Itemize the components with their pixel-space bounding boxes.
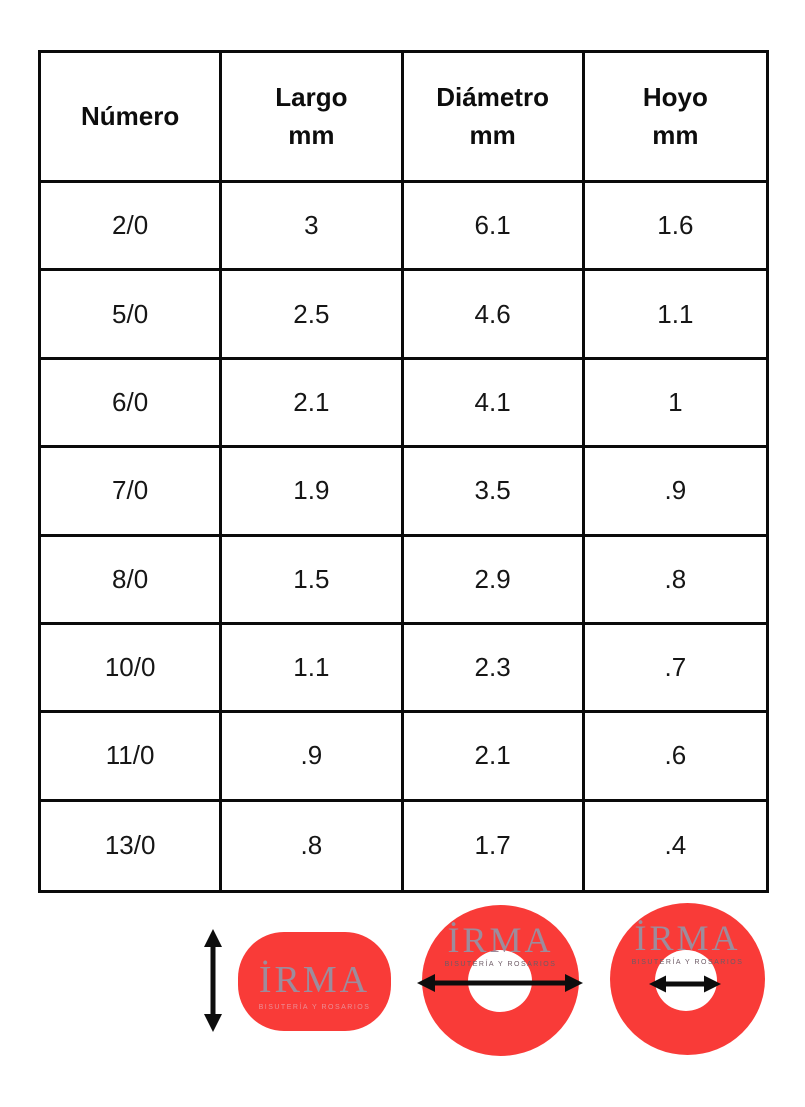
table-cell: 1 bbox=[584, 360, 766, 449]
table-header-diametro: Diámetro mm bbox=[403, 53, 585, 183]
irma-watermark: İRMA bbox=[447, 920, 554, 960]
diametro-arrow-icon bbox=[417, 974, 583, 992]
table-cell: .8 bbox=[222, 801, 404, 890]
irma-watermark-subtitle: BISUTERÍA Y ROSARIOS bbox=[631, 959, 744, 966]
table-cell: .4 bbox=[664, 830, 687, 861]
table-cell: 2.1 bbox=[222, 359, 404, 449]
table-header-hoyo: Hoyo mm bbox=[584, 53, 766, 183]
table-cell: 1.1 bbox=[222, 624, 404, 714]
irma-watermark: İRMA bbox=[258, 959, 371, 1001]
largo-arrow-icon bbox=[204, 929, 222, 1032]
table-header-numero: Número bbox=[41, 53, 223, 183]
table-cell: 1.5 bbox=[222, 536, 404, 625]
table-cell: 1.6 bbox=[584, 183, 766, 272]
bead-side-view: İRMA BISUTERÍA Y ROSARIOS bbox=[238, 932, 391, 1031]
table-cell: .7 bbox=[584, 625, 766, 714]
table-cell: 1.9 bbox=[222, 448, 404, 537]
table-cell: 3 bbox=[222, 183, 404, 272]
table-cell: 2.3 bbox=[403, 624, 585, 714]
table-cell: 13/0 bbox=[41, 801, 223, 890]
table-header-largo: Largo mm bbox=[222, 53, 404, 183]
irma-watermark-subtitle: BISUTERÍA Y ROSARIOS bbox=[258, 1004, 371, 1011]
table-cell: 5/0 bbox=[41, 271, 223, 360]
table-cell: .9 bbox=[222, 713, 404, 802]
table-cell: 2.1 bbox=[403, 713, 585, 802]
bead-size-table: Número Largo mm Diámetro mm Hoyo mm 2/0 … bbox=[38, 50, 769, 893]
table-cell: 6.1 bbox=[403, 183, 585, 272]
table-cell: 2/0 bbox=[41, 183, 223, 272]
table-cell: 1.1 bbox=[584, 271, 766, 360]
table-cell: 4.6 bbox=[403, 271, 585, 360]
irma-watermark: İRMA bbox=[634, 918, 741, 958]
table-cell: 8/0 bbox=[41, 536, 223, 625]
table-cell: 11/0 bbox=[41, 713, 223, 802]
table-cell: 6/0 bbox=[41, 359, 223, 449]
table-cell: 1.7 bbox=[404, 801, 585, 890]
bead-top-view-hole: İRMA BISUTERÍA Y ROSARIOS bbox=[610, 903, 765, 1055]
hoyo-arrow-icon bbox=[649, 975, 721, 993]
table-cell: .8 bbox=[584, 537, 766, 625]
table-cell: 10/0 bbox=[41, 624, 223, 714]
table-cell: 2.9 bbox=[403, 536, 585, 625]
irma-watermark-subtitle: BISUTERÍA Y ROSARIOS bbox=[444, 961, 557, 968]
table-cell: 2.5 bbox=[222, 271, 404, 360]
table-cell: 7/0 bbox=[41, 448, 223, 537]
table-cell: .6 bbox=[584, 713, 766, 802]
table-cell: 4.1 bbox=[403, 359, 585, 449]
table-cell: .9 bbox=[584, 448, 766, 537]
table-cell: 3.5 bbox=[403, 448, 585, 537]
